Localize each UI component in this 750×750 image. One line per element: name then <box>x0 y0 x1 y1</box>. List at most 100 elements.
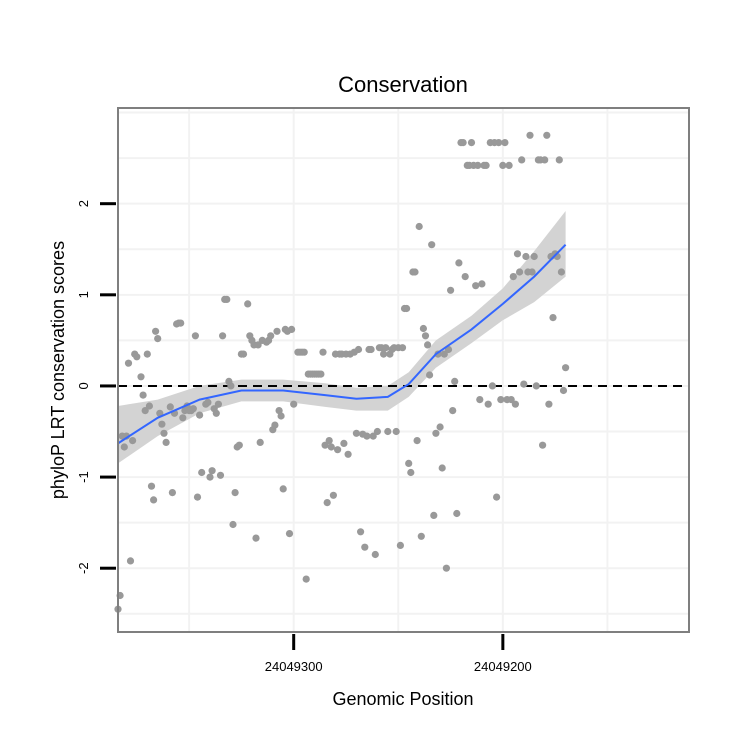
data-point <box>235 441 243 449</box>
data-point <box>141 407 149 415</box>
data-point <box>555 156 563 164</box>
data-point <box>214 400 222 408</box>
data-point <box>493 493 501 501</box>
y-tick-label: -2 <box>76 562 91 574</box>
data-point <box>279 485 287 493</box>
data-point <box>319 348 327 356</box>
data-point <box>513 250 522 258</box>
data-point <box>511 400 519 408</box>
data-point <box>231 489 239 497</box>
data-point <box>325 437 333 445</box>
data-point <box>495 139 503 147</box>
data-point <box>129 437 137 445</box>
data-point <box>244 300 252 308</box>
data-point <box>428 241 436 249</box>
data-point <box>252 534 260 542</box>
data-point <box>285 530 294 538</box>
data-point <box>196 411 204 419</box>
data-point <box>549 314 557 322</box>
y-tick-label: -1 <box>76 471 91 483</box>
data-point <box>407 468 415 477</box>
data-point <box>384 427 392 436</box>
data-point <box>166 403 174 411</box>
y-axis-title: phyloP LRT conservation scores <box>48 241 68 499</box>
data-point <box>526 131 534 139</box>
data-point <box>545 400 553 408</box>
data-point <box>380 350 388 358</box>
data-point <box>507 396 515 404</box>
data-point <box>150 496 158 504</box>
data-point <box>421 332 430 340</box>
data-point <box>415 222 423 231</box>
x-axis: 24049300 24049200 <box>265 634 532 674</box>
data-point <box>478 280 486 288</box>
data-point <box>189 405 197 413</box>
data-point <box>288 325 296 333</box>
y-tick-label: 0 <box>76 382 91 389</box>
data-point <box>539 441 547 449</box>
data-point <box>532 382 540 390</box>
data-point <box>396 541 404 550</box>
data-point <box>559 386 568 395</box>
data-point <box>484 400 492 408</box>
data-point <box>497 396 505 404</box>
data-point <box>432 429 440 437</box>
data-point <box>436 423 444 431</box>
data-point <box>451 377 459 385</box>
x-tick-label: 24049300 <box>265 659 323 674</box>
data-point <box>277 412 285 420</box>
data-point <box>382 344 390 352</box>
plot-background <box>118 108 689 632</box>
x-axis-title: Genomic Position <box>332 689 473 709</box>
data-point <box>154 335 162 343</box>
data-point <box>419 324 427 333</box>
data-point <box>520 380 528 388</box>
data-point <box>344 450 352 458</box>
data-point <box>300 348 308 356</box>
data-point <box>147 482 156 490</box>
data-point <box>208 467 216 475</box>
data-point <box>193 493 202 501</box>
data-point <box>317 370 325 378</box>
data-point <box>191 332 199 340</box>
data-point <box>505 161 513 169</box>
data-point <box>474 161 482 169</box>
data-point <box>411 268 419 276</box>
data-point <box>516 268 524 276</box>
data-point <box>354 345 363 354</box>
data-point <box>124 359 133 367</box>
data-point <box>239 350 248 358</box>
data-point <box>212 409 220 417</box>
data-point <box>430 511 438 519</box>
data-point <box>361 543 369 551</box>
data-point <box>198 468 206 477</box>
data-point <box>369 432 377 440</box>
data-point <box>158 420 166 428</box>
data-point <box>216 471 225 479</box>
data-point <box>256 438 264 446</box>
chart-title: Conservation <box>338 72 468 97</box>
data-point <box>440 350 448 358</box>
data-point <box>229 520 237 529</box>
data-point <box>562 364 570 372</box>
data-point <box>447 286 455 294</box>
data-point <box>476 396 484 404</box>
data-point <box>120 443 128 451</box>
data-point <box>133 353 141 361</box>
data-point <box>417 532 425 540</box>
data-point <box>392 427 400 436</box>
data-point <box>254 341 262 349</box>
data-point <box>267 332 275 340</box>
data-point <box>143 350 151 358</box>
data-point <box>223 295 231 303</box>
data-point <box>219 332 227 340</box>
data-point <box>271 421 279 429</box>
data-point <box>557 268 566 276</box>
data-point <box>329 491 337 499</box>
data-point <box>461 273 469 281</box>
data-point <box>530 252 538 261</box>
data-point <box>204 398 212 406</box>
y-axis: -2 -1 0 1 2 <box>76 200 116 574</box>
data-point <box>509 273 517 281</box>
